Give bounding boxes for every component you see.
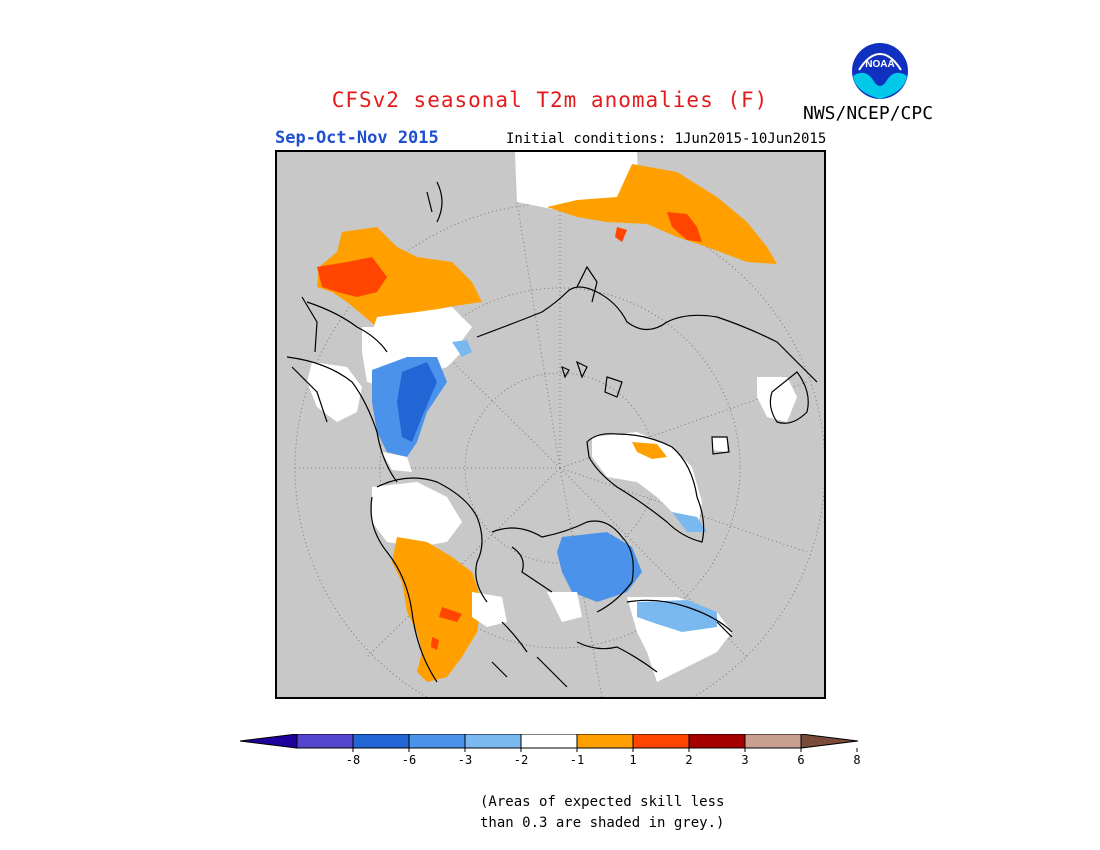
colorbar-tick-label: -8 (346, 753, 360, 767)
footnote-line-2: than 0.3 are shaded in grey.) (480, 815, 725, 831)
cold-region (557, 532, 642, 602)
cold-region (452, 340, 472, 357)
white-region (547, 592, 582, 622)
white-region (592, 432, 702, 532)
cold-region (397, 362, 437, 442)
white-region (307, 362, 362, 422)
colorbar-box (296, 734, 354, 749)
agency-label: NWS/NCEP/CPC (803, 103, 934, 124)
logo-text: NOAA (865, 59, 894, 70)
hot-region (667, 212, 702, 242)
graticule-circle (379, 287, 741, 649)
noaa-logo: NOAA (850, 41, 910, 101)
colorbar-tick-label: 6 (797, 753, 804, 767)
map-canvas (286, 152, 824, 697)
white-region (757, 377, 797, 422)
colorbar-tick-label: -2 (514, 753, 528, 767)
warm-region (317, 227, 482, 327)
colorbar-tick-label: 3 (741, 753, 748, 767)
season-label: Sep-Oct-Nov 2015 (275, 128, 439, 148)
colorbar-tick-label: -6 (402, 753, 416, 767)
chart-title: CFSv2 seasonal T2m anomalies (F) (331, 88, 769, 112)
white-region (372, 482, 462, 547)
white-region (712, 437, 727, 452)
colorbar-box (408, 734, 466, 749)
colorbar-tick-label: 2 (685, 753, 692, 767)
warm-region (547, 164, 777, 264)
colorbar-box (576, 734, 634, 749)
hot-region (615, 227, 627, 242)
colorbar-box (632, 734, 690, 749)
white-region (515, 152, 639, 212)
colorbar-tick-label: -1 (570, 753, 584, 767)
hot-region (431, 637, 439, 650)
colorbar-box (744, 734, 802, 749)
colorbar-arrow-high (800, 734, 859, 749)
polar-map (275, 150, 826, 699)
coastlines (286, 181, 818, 688)
colorbar-box (520, 734, 578, 749)
colorbar-tick-label: 8 (853, 753, 860, 767)
colorbar-box (688, 734, 746, 749)
colorbar: -8 -6 -3 -2 -1 1 2 3 6 8 (240, 734, 860, 767)
hot-region (317, 257, 387, 297)
colorbar-tick-label: -3 (458, 753, 472, 767)
warm-region (392, 537, 482, 682)
colorbar-tick-label: 1 (629, 753, 636, 767)
cold-region (637, 600, 717, 632)
skill-footnote: (Areas of expected skill less than 0.3 a… (480, 792, 724, 834)
footnote-line-1: (Areas of expected skill less (480, 794, 725, 810)
colorbar-arrow-low (240, 734, 298, 749)
hot-region (439, 607, 462, 622)
colorbar-box (464, 734, 522, 749)
warm-region (632, 442, 667, 459)
colorbar-box (352, 734, 410, 749)
white-region (472, 592, 507, 627)
initial-conditions-label: Initial conditions: 1Jun2015-10Jun2015 (506, 131, 827, 147)
cold-region (672, 512, 707, 532)
white-region (382, 452, 412, 472)
